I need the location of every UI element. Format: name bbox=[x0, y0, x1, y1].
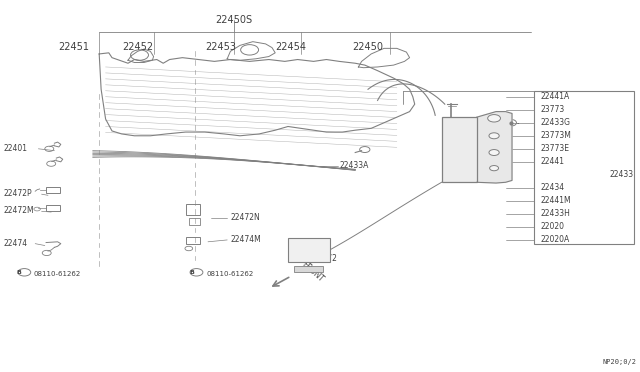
Text: 23773E: 23773E bbox=[541, 144, 570, 153]
Text: 22472M: 22472M bbox=[3, 206, 34, 215]
Text: 22474M: 22474M bbox=[230, 235, 261, 244]
Text: NP20;0/2: NP20;0/2 bbox=[603, 359, 637, 365]
Text: 22433A: 22433A bbox=[339, 161, 369, 170]
Text: 22451: 22451 bbox=[58, 42, 89, 51]
Text: 23773M: 23773M bbox=[541, 131, 572, 140]
Text: 22020: 22020 bbox=[541, 222, 564, 231]
Text: 22441: 22441 bbox=[541, 157, 564, 166]
Text: B: B bbox=[17, 270, 22, 275]
Bar bbox=[294, 266, 323, 272]
Text: 22433G: 22433G bbox=[541, 118, 571, 127]
Bar bbox=[46, 205, 60, 211]
Text: B: B bbox=[189, 270, 194, 275]
Text: 22434: 22434 bbox=[541, 183, 565, 192]
Text: -: - bbox=[517, 120, 520, 126]
Circle shape bbox=[489, 150, 499, 155]
Text: 22020A: 22020A bbox=[541, 235, 570, 244]
Bar bbox=[186, 237, 200, 244]
Text: 22433H: 22433H bbox=[541, 209, 571, 218]
Text: 08110-61262: 08110-61262 bbox=[33, 271, 81, 277]
Text: 22450: 22450 bbox=[353, 42, 383, 51]
Text: 22474: 22474 bbox=[3, 239, 28, 248]
Circle shape bbox=[489, 133, 499, 139]
Text: 22433: 22433 bbox=[609, 170, 634, 179]
Bar bbox=[46, 187, 60, 193]
Text: 22453: 22453 bbox=[205, 42, 236, 51]
Text: 23773: 23773 bbox=[541, 105, 565, 114]
Text: 08110-61262: 08110-61262 bbox=[206, 271, 253, 277]
Text: 22172: 22172 bbox=[314, 254, 337, 263]
Text: 22472N: 22472N bbox=[230, 213, 260, 222]
Text: 22472P: 22472P bbox=[3, 189, 32, 198]
Bar bbox=[442, 117, 477, 182]
Text: 22441A: 22441A bbox=[541, 92, 570, 101]
Polygon shape bbox=[477, 112, 512, 183]
Bar bbox=[534, 91, 634, 244]
Text: FRONT: FRONT bbox=[300, 260, 325, 284]
Text: 22454: 22454 bbox=[276, 42, 307, 51]
Text: 22401: 22401 bbox=[3, 144, 27, 153]
Circle shape bbox=[488, 115, 500, 122]
Text: 22452: 22452 bbox=[122, 42, 153, 51]
Circle shape bbox=[490, 166, 499, 171]
Text: 22450S: 22450S bbox=[215, 16, 252, 25]
Text: 22441M: 22441M bbox=[541, 196, 572, 205]
Bar bbox=[186, 204, 200, 215]
Bar bbox=[288, 238, 330, 262]
Bar bbox=[189, 218, 200, 225]
